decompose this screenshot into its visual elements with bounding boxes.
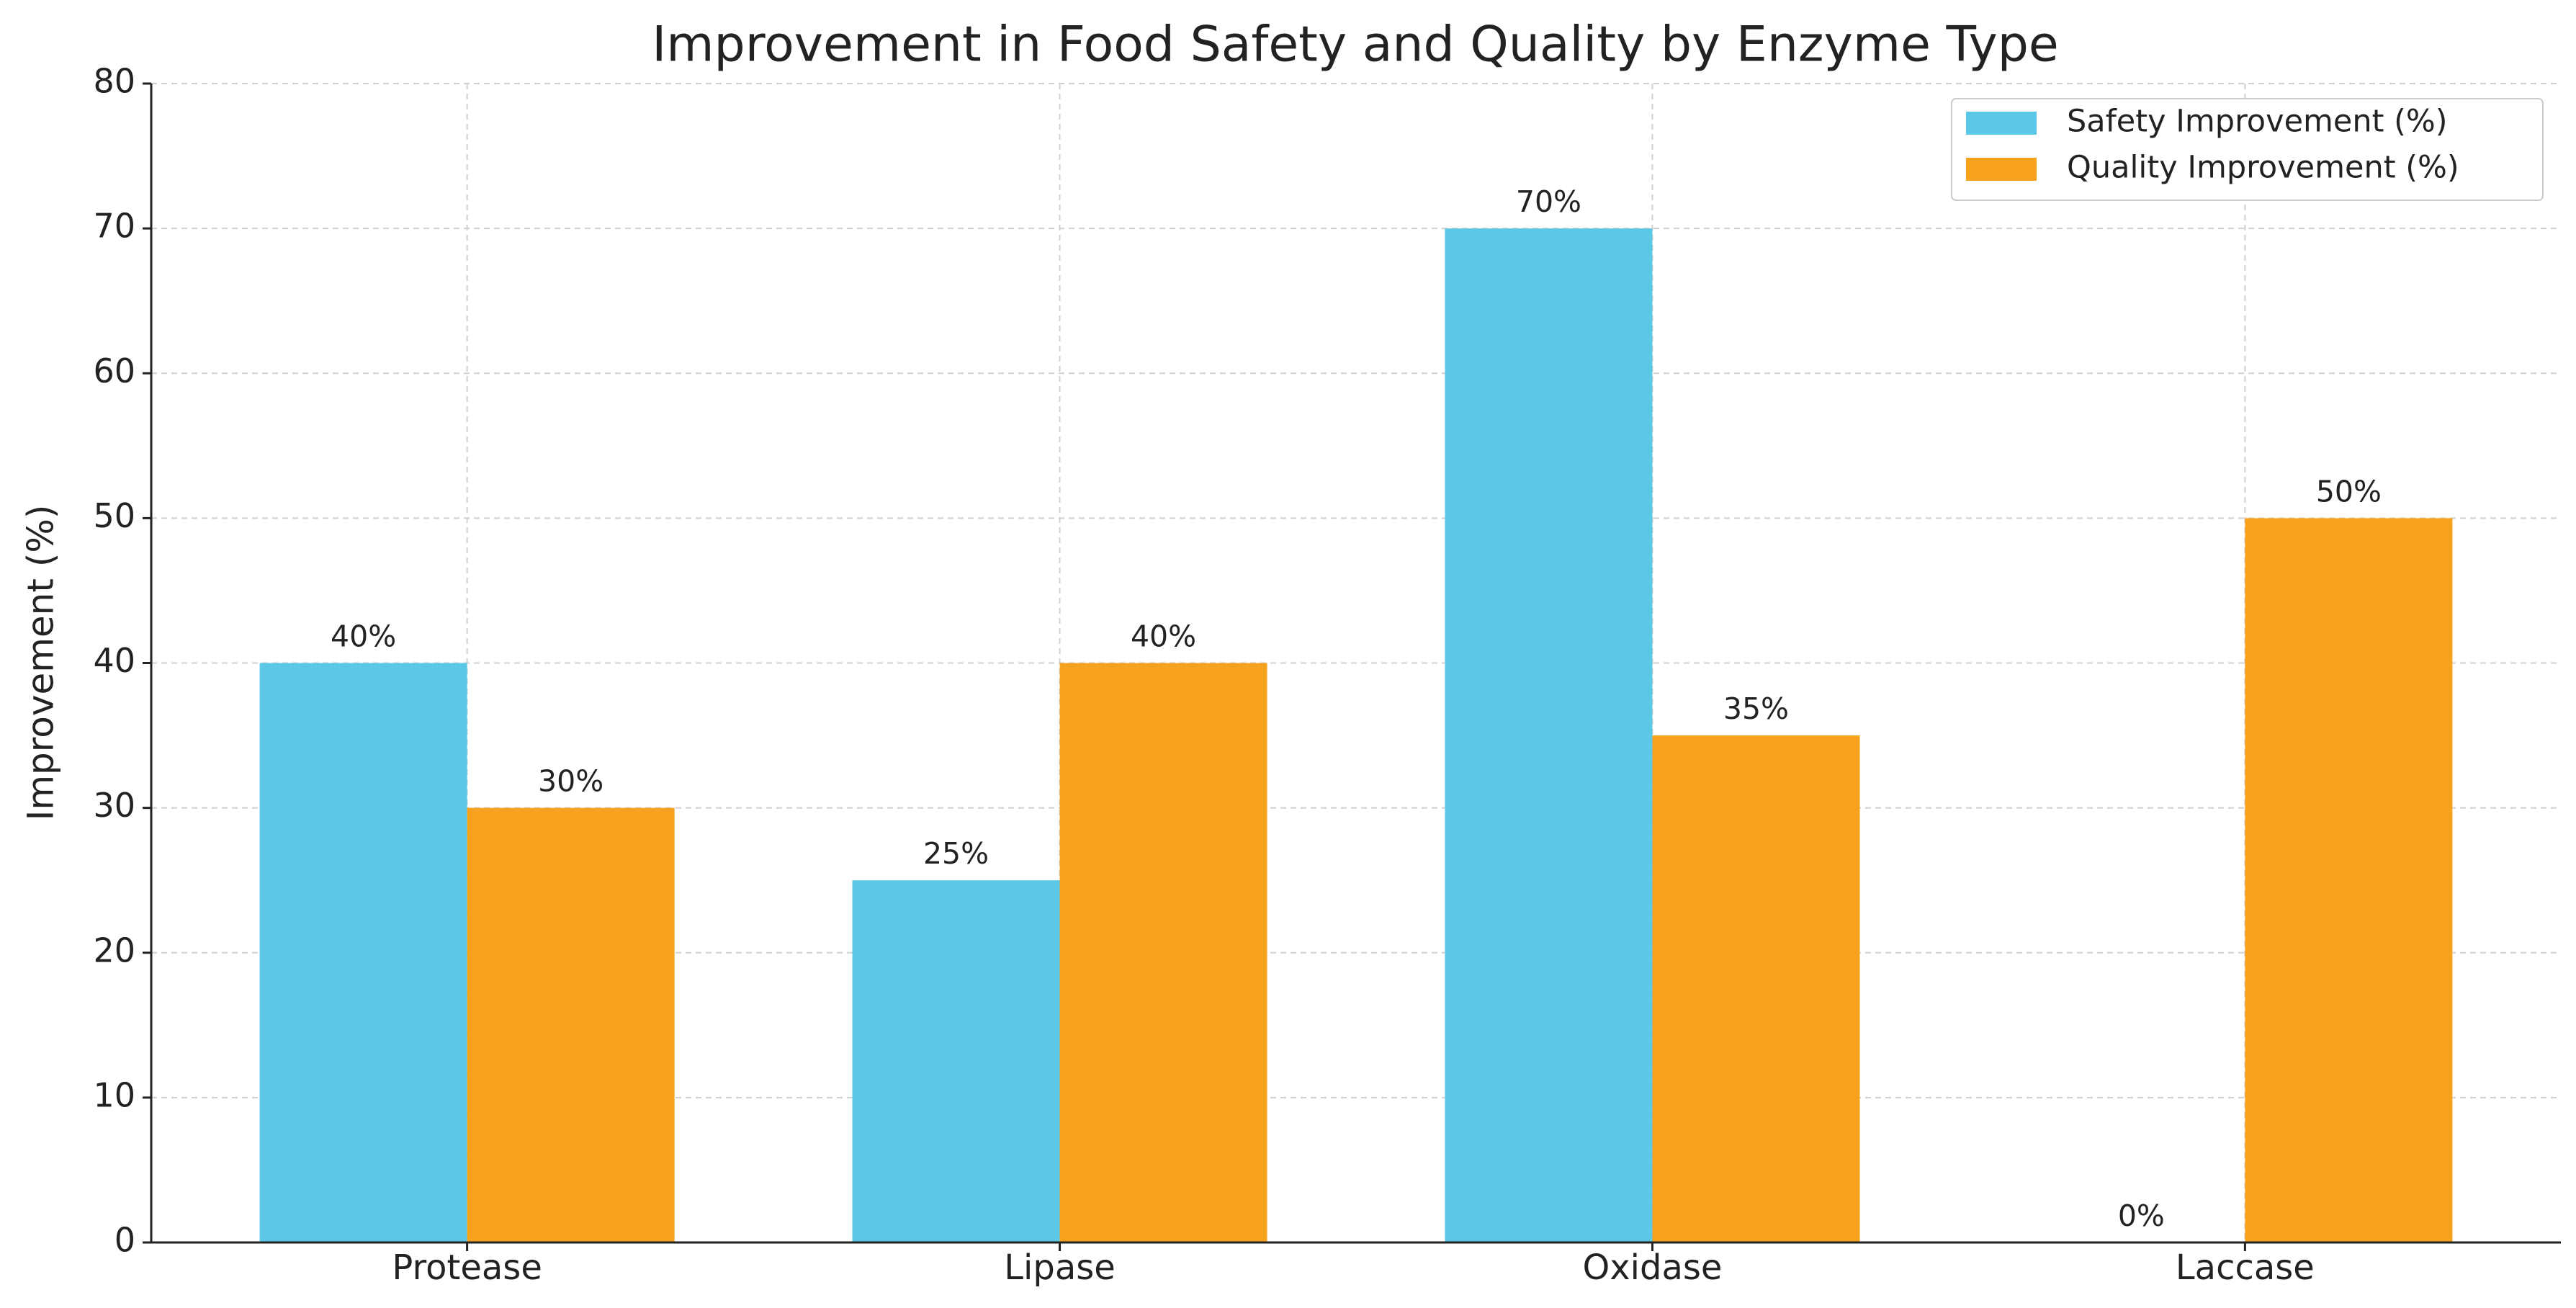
bar [852, 880, 1060, 1242]
bars [259, 228, 2453, 1242]
legend-box [1951, 98, 2544, 201]
y-tick-label: 80 [93, 62, 135, 101]
y-tick-label: 60 [93, 351, 135, 390]
y-tick-label: 40 [93, 641, 135, 680]
value-label: 70% [1516, 184, 1581, 219]
legend-swatch [1966, 158, 2037, 181]
bar [1059, 663, 1267, 1242]
legend: Safety Improvement (%) Quality Improvemen… [1951, 98, 2544, 201]
bar [259, 663, 467, 1242]
y-tick-label: 20 [93, 931, 135, 969]
value-label: 35% [1723, 691, 1789, 726]
y-tick-label: 30 [93, 786, 135, 825]
y-tick-label: 0 [115, 1221, 135, 1260]
value-label: 0% [2118, 1199, 2165, 1233]
bar [1445, 228, 1653, 1242]
value-label: 40% [331, 619, 396, 654]
labels: 0 10 20 30 40 50 60 70 80 Protease Lipase Oxidase La… [93, 62, 2382, 1289]
bar [2245, 518, 2453, 1242]
legend-label: Safety Improvement (%) [2067, 104, 2448, 140]
x-tick-label: Lipase [1004, 1247, 1116, 1288]
legend-label: Quality Improvement (%) [2067, 150, 2459, 186]
y-axis-label: Improvement (%) [20, 505, 62, 821]
chart-title: Improvement in Food Safety and Quality b… [652, 17, 2059, 73]
value-label: 50% [2316, 474, 2382, 509]
value-label: 40% [1131, 619, 1196, 654]
bar [467, 807, 675, 1242]
value-label: 25% [923, 836, 989, 871]
x-tick-label: Laccase [2176, 1247, 2315, 1288]
value-label: 30% [538, 764, 603, 799]
bar [1652, 735, 1860, 1242]
y-tick-label: 10 [93, 1075, 135, 1114]
y-tick-label: 50 [93, 496, 135, 535]
x-tick-label: Oxidase [1582, 1247, 1722, 1288]
x-tick-label: Protease [392, 1247, 542, 1288]
legend-swatch [1966, 112, 2037, 135]
y-tick-label: 70 [93, 207, 135, 246]
